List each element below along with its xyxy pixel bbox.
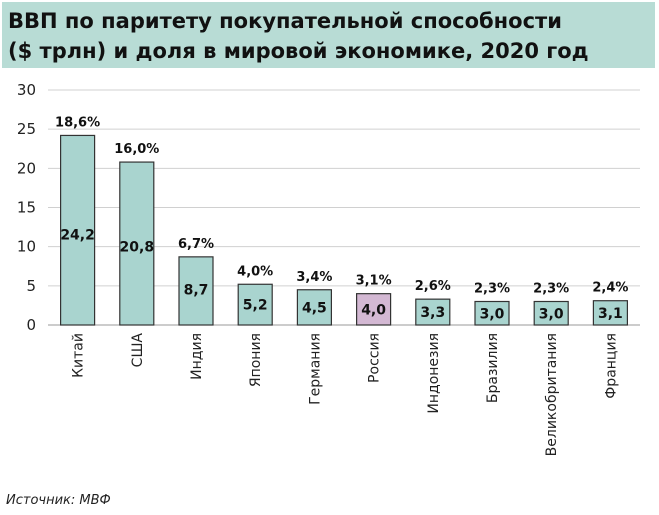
x-category-label: Китай: [71, 333, 87, 378]
bar-value-label: 4,5: [302, 300, 327, 316]
bar-share-label: 16,0%: [114, 142, 159, 157]
x-category-label: Бразилия: [485, 333, 501, 403]
bar: [533, 300, 569, 326]
y-tick-label: 30: [17, 81, 36, 99]
bar-share-label: 3,4%: [296, 270, 332, 285]
y-tick-label: 25: [17, 120, 36, 138]
bar-value-label: 8,7: [184, 282, 209, 298]
bar-value-label: 20,8: [120, 240, 155, 256]
y-tick-label: 15: [17, 199, 36, 217]
y-tick-label: 0: [26, 316, 36, 334]
bar: [415, 298, 451, 326]
bar: [59, 134, 96, 326]
chart-title-line-2: ($ трлн) и доля в мировой экономике, 202…: [8, 39, 589, 63]
x-category-label: Индонезия: [426, 333, 442, 414]
y-tick-label: 20: [17, 159, 36, 177]
bar-share-label: 2,3%: [533, 282, 569, 297]
bar-value-label: 3,0: [539, 306, 564, 322]
bar: [119, 161, 155, 326]
bar-value-label: 24,2: [60, 228, 95, 244]
bar: [592, 300, 629, 326]
x-category-label: Франция: [603, 333, 619, 399]
bar-value-label: 3,3: [420, 305, 445, 321]
source-note: Источник: МВФ: [6, 493, 111, 508]
bar-share-label: 2,3%: [474, 282, 510, 297]
x-category-label: Германия: [307, 333, 323, 405]
bar-share-label: 3,1%: [356, 274, 392, 289]
bar-value-label: 3,0: [480, 306, 505, 322]
bar: [474, 300, 510, 326]
bar-share-label: 2,4%: [592, 281, 628, 296]
bar: [356, 293, 392, 326]
y-tick-label: 5: [26, 277, 36, 295]
x-category-label: США: [130, 333, 146, 368]
chart-title-line-1: ВВП по паритету покупательной способност…: [8, 9, 562, 33]
bar-share-label: 6,7%: [178, 237, 214, 252]
bar: [296, 289, 332, 326]
bar: [237, 283, 273, 326]
bar-value-label: 4,0: [361, 302, 386, 318]
x-category-label: Япония: [248, 333, 264, 387]
bar-share-label: 4,0%: [237, 264, 273, 279]
x-category-label: Индия: [189, 333, 205, 380]
bar-share-label: 18,6%: [55, 115, 100, 130]
x-category-label: Великобритания: [544, 333, 560, 456]
bar: [178, 256, 214, 326]
bar-value-label: 3,1: [598, 306, 623, 322]
y-tick-label: 10: [17, 238, 36, 256]
bar-value-label: 5,2: [243, 298, 268, 314]
bar-share-label: 2,6%: [415, 279, 451, 294]
title-banner: ВВП по паритету покупательной способност…: [2, 2, 655, 68]
x-category-label: Россия: [367, 333, 383, 383]
